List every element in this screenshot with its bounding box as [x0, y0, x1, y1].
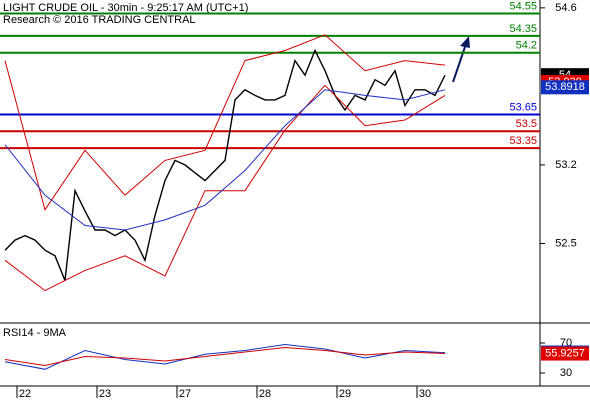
price-tag-label: 55.9257 — [545, 347, 585, 359]
level-label: 53.65 — [509, 101, 537, 113]
y-tick-label: 54.6 — [555, 2, 576, 14]
chart-subtitle: Research © 2016 TRADING CENTRAL — [3, 14, 196, 26]
level-label: 53.5 — [516, 118, 537, 130]
x-tick-label: 28 — [259, 388, 271, 400]
level-label: 54.35 — [509, 23, 537, 35]
rsi-title: RSI14 - 9MA — [3, 327, 67, 339]
x-tick-label: 29 — [339, 388, 351, 400]
price-tag — [541, 80, 589, 95]
y-tick-label: 52.5 — [555, 237, 576, 249]
forecast-arrow — [452, 43, 467, 83]
series-line — [4, 84, 446, 292]
series-line — [4, 346, 446, 367]
series-line — [4, 343, 446, 370]
level-label: 54.2 — [516, 40, 537, 52]
y-tick-label: 53.2 — [555, 159, 576, 171]
price-tag — [541, 346, 589, 361]
chart-title: LIGHT CRUDE OIL - 30min - 9:25:17 AM (UT… — [3, 2, 248, 14]
series-line — [4, 34, 446, 211]
series-line — [4, 48, 446, 281]
x-tick-label: 23 — [99, 388, 111, 400]
y-tick-label: 30 — [560, 367, 572, 379]
level-label: 54.55 — [509, 0, 537, 12]
x-tick-label: 30 — [419, 388, 431, 400]
x-tick-label: 27 — [179, 388, 191, 400]
series-line — [4, 89, 446, 231]
level-label: 53.35 — [509, 135, 537, 147]
arrow-head — [460, 36, 470, 48]
x-tick-label: 22 — [19, 388, 31, 400]
price-tag-label: 53.8918 — [545, 81, 585, 93]
